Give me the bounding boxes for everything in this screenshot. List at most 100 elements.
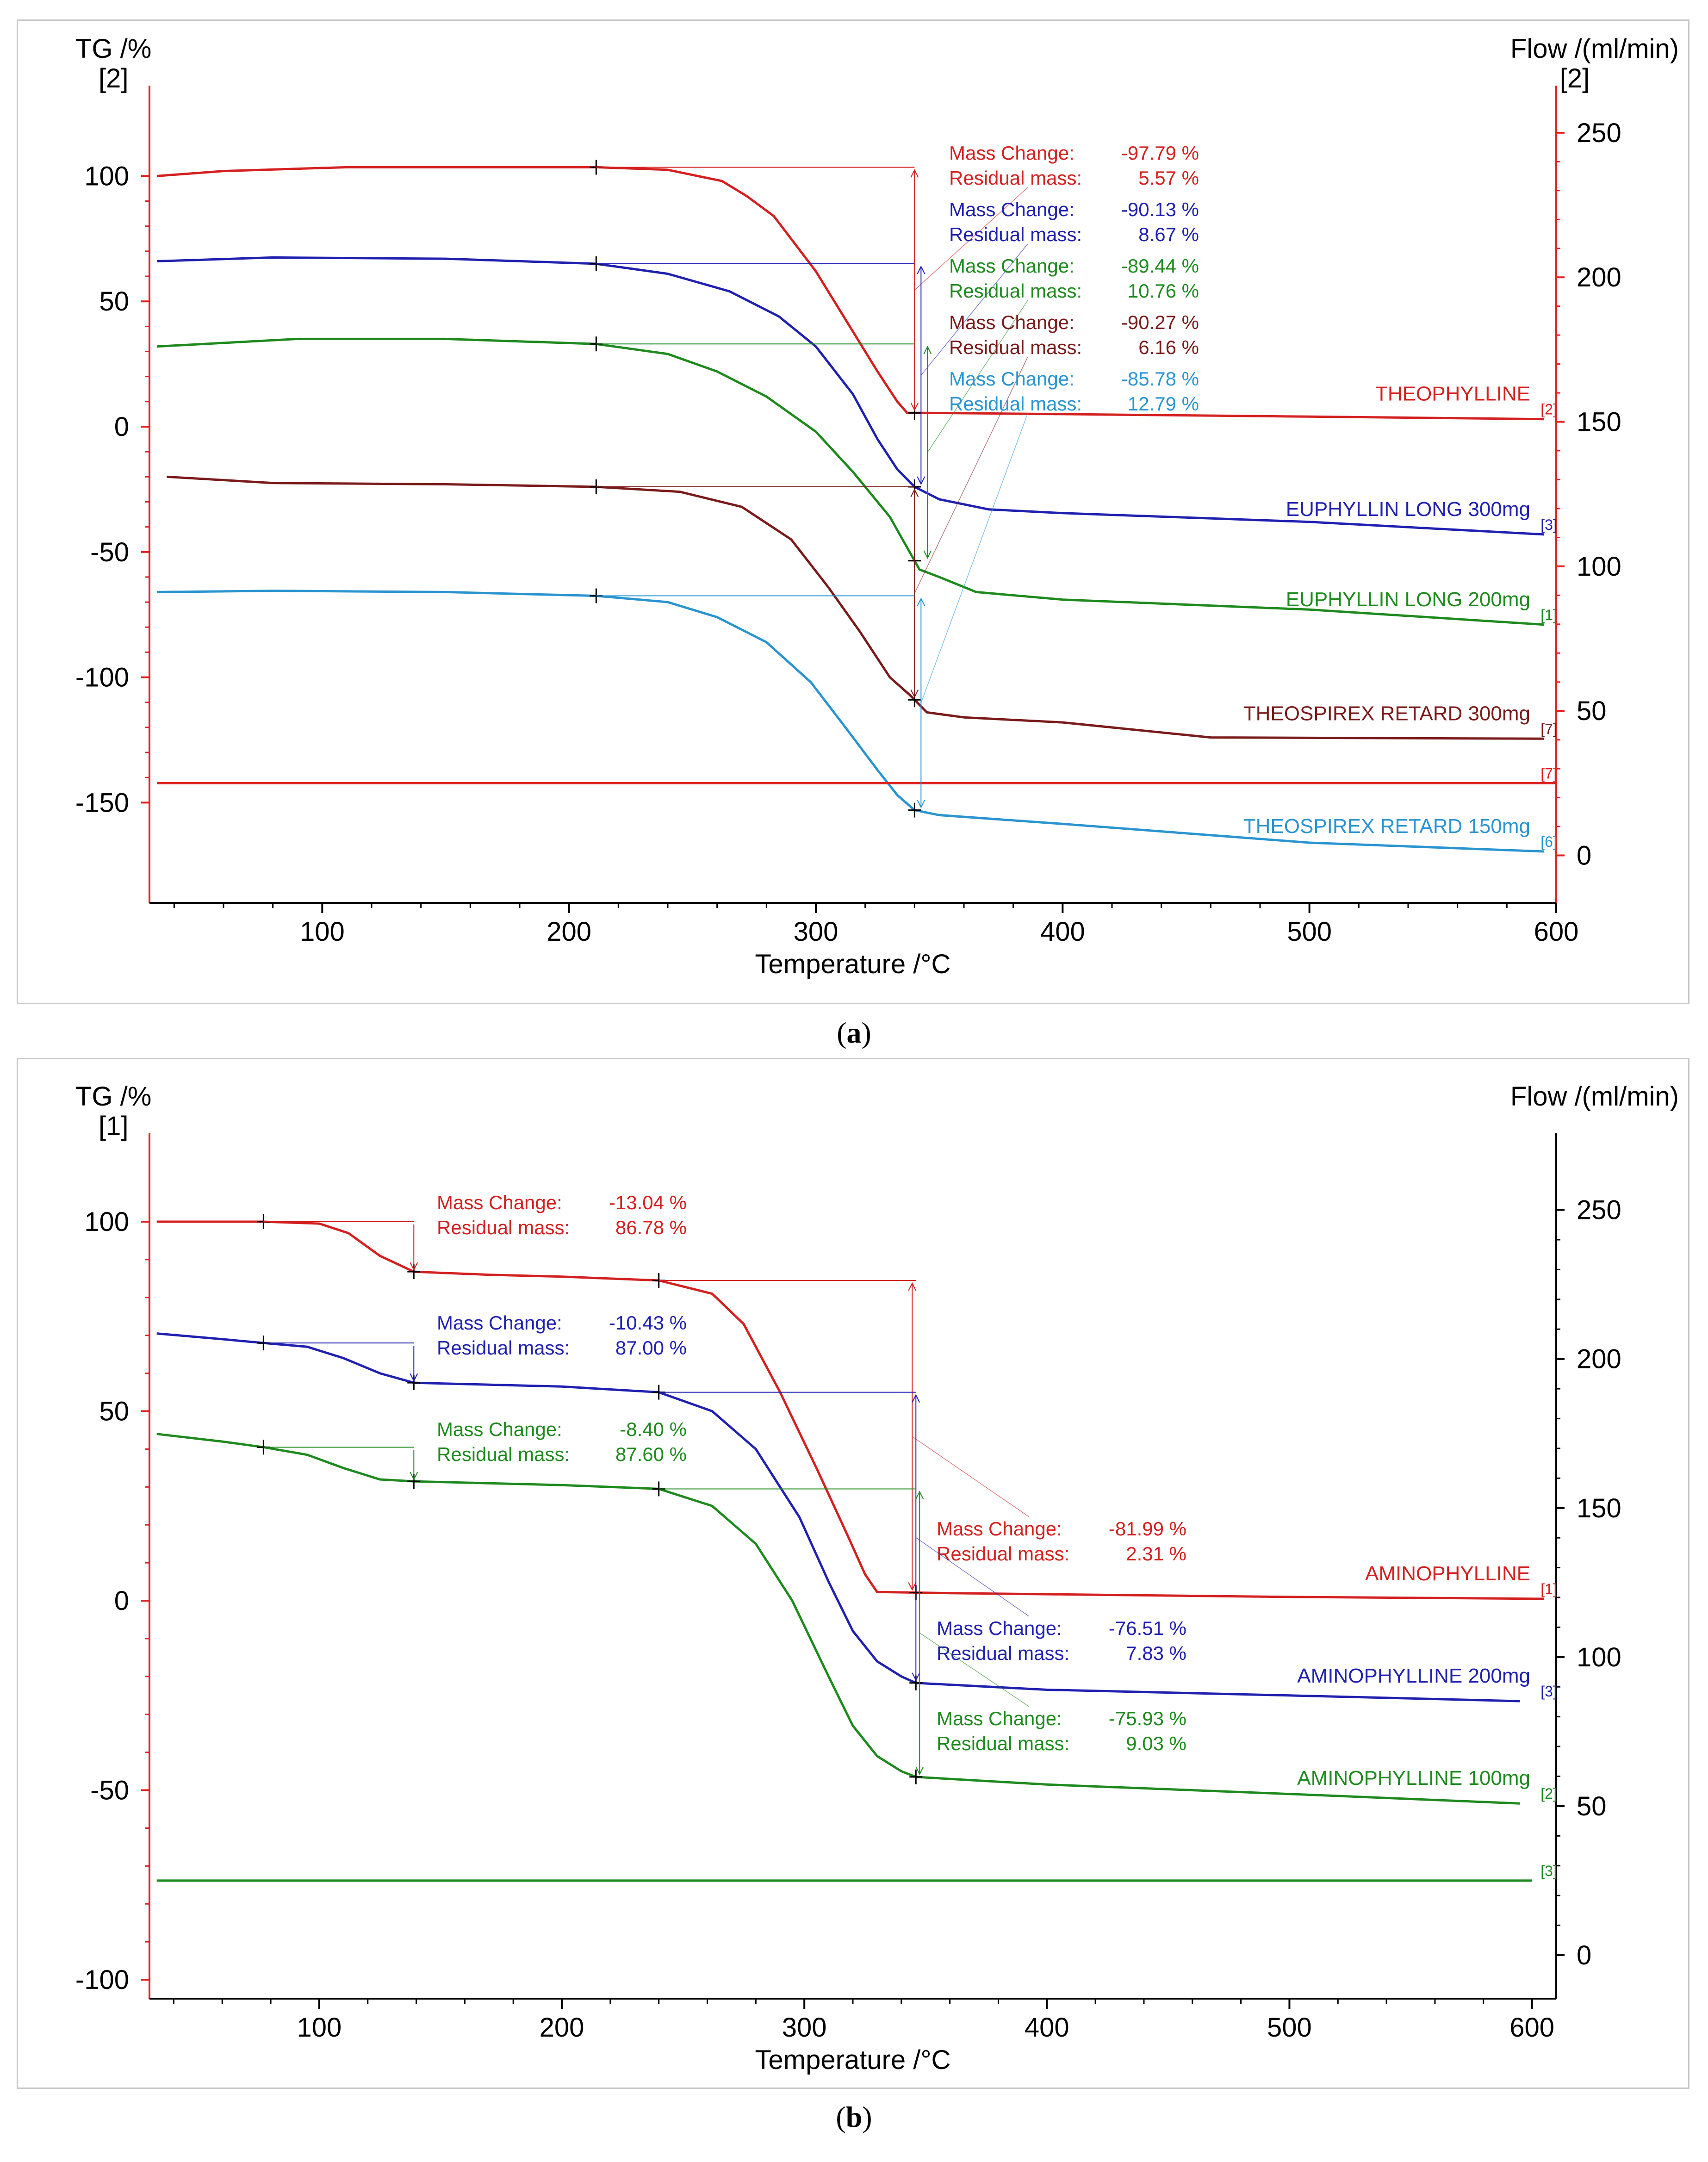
residual-mass-value: 9.03 % [1126, 1733, 1186, 1754]
x-tick-label: 200 [540, 2013, 584, 2043]
y-right-label: Flow /(ml/min) [1510, 34, 1679, 64]
y-right-tick-label: 200 [1577, 262, 1621, 292]
mass-change-value: -85.78 % [1121, 368, 1199, 390]
annotation-leader [927, 300, 1028, 453]
mass-change-label: Mass Change: [949, 255, 1074, 277]
y-left-sublabel: [2] [99, 63, 129, 93]
series-tag-aminophylline: [1] [1540, 1581, 1557, 1597]
y-right-sublabel: [2] [1560, 63, 1590, 93]
mass-change-value: -81.99 % [1109, 1518, 1186, 1540]
annotation-leader [920, 243, 1028, 376]
mass-change-value: -89.44 % [1121, 255, 1199, 277]
chart-panel-b: TG /% [1] Flow /(ml/min) Temperature /°C 100… [17, 1058, 1689, 2089]
residual-mass-label: Residual mass: [437, 1217, 570, 1238]
series-line-euphyllin-long-200mg [156, 337, 1544, 626]
arrow-head [910, 169, 919, 178]
y-left-label: TG /% [75, 34, 151, 64]
series-label-theophylline: THEOPHYLLINE [1375, 383, 1530, 405]
y-left-tick-label: 0 [114, 1586, 129, 1616]
x-tick-label: 100 [300, 917, 345, 947]
arrow-head [910, 402, 919, 411]
x-axis-label: Temperature /°C [755, 2045, 951, 2075]
caption-b: (b) [836, 2100, 872, 2133]
series-label-theospirex-retard-150mg: THEOSPIREX RETARD 150mg [1243, 815, 1530, 838]
series-tag-theospirex-retard-150mg: [6] [1540, 833, 1557, 850]
arrow-head [908, 1582, 917, 1591]
series-line-aminophylline-200mg [156, 1332, 1520, 1702]
residual-mass-label: Residual mass: [949, 224, 1082, 245]
y-left-tick-label: 50 [99, 1397, 129, 1427]
arrow-head [912, 1394, 920, 1403]
series-tag-euphyllin-long-200mg: [1] [1540, 607, 1557, 623]
y-right-tick-label: 100 [1577, 1642, 1621, 1672]
series-line-aminophylline-100mg [156, 1433, 1520, 1805]
y-left-label: TG /% [75, 1081, 151, 1112]
y-left-tick-label: -150 [75, 788, 129, 818]
mass-change-value: -90.27 % [1121, 311, 1199, 333]
arrow-head [908, 1282, 917, 1291]
arrow-head [410, 1472, 418, 1481]
arrow-head [923, 346, 932, 354]
x-tick-label: 100 [297, 2013, 342, 2043]
series-tag-theospirex-retard-300mg: [7] [1540, 721, 1557, 737]
y-right-tick-label: 0 [1577, 841, 1591, 871]
y-right-tick-label: 0 [1577, 1940, 1591, 1970]
mass-change-value: -10.43 % [609, 1312, 687, 1334]
residual-mass-label: Residual mass: [937, 1733, 1069, 1754]
y-left-tick-label: -100 [75, 663, 129, 693]
series-label-theospirex-retard-300mg: THEOSPIREX RETARD 300mg [1243, 702, 1530, 725]
mass-change-label: Mass Change: [949, 142, 1074, 164]
y-left-tick-label: -50 [90, 537, 129, 567]
mass-change-label: Mass Change: [937, 1708, 1062, 1729]
y-left-tick-label: 50 [99, 286, 129, 317]
mass-change-label: Mass Change: [437, 1312, 562, 1334]
series-tag-theophylline: [2] [1540, 401, 1557, 418]
x-tick-label: 300 [782, 2013, 827, 2043]
residual-mass-label: Residual mass: [937, 1543, 1069, 1565]
annotation-leader [914, 187, 1028, 291]
series-tag-euphyllin-long-300mg: [3] [1540, 516, 1557, 533]
mass-change-value: -75.93 % [1109, 1708, 1186, 1729]
annotation-leader [912, 1436, 1030, 1517]
arrow-head [917, 597, 925, 607]
y-left-tick-label: 100 [84, 161, 129, 191]
x-tick-label: 500 [1287, 917, 1332, 947]
y-right-tick-label: 150 [1577, 1493, 1621, 1523]
y-right-tick-label: 150 [1577, 407, 1621, 437]
mass-change-label: Mass Change: [937, 1518, 1062, 1540]
y-right-label: Flow /(ml/min) [1510, 1081, 1679, 1112]
mass-change-label: Mass Change: [437, 1192, 562, 1213]
series-label-aminophylline: AMINOPHYLLINE [1365, 1562, 1530, 1585]
x-tick-label: 400 [1040, 917, 1085, 947]
y-left-tick-label: 100 [84, 1207, 129, 1237]
arrow-head [410, 1373, 418, 1382]
x-axis-label: Temperature /°C [755, 949, 951, 979]
annotation-leader [919, 1633, 1030, 1707]
mass-change-value: -76.51 % [1109, 1617, 1186, 1639]
mass-change-value: -97.79 % [1121, 142, 1199, 164]
y-left-tick-label: -50 [90, 1776, 129, 1806]
x-tick-label: 300 [794, 917, 838, 947]
arrow-head [910, 689, 919, 698]
arrow-head [410, 1262, 418, 1271]
arrow-head [917, 265, 925, 274]
x-tick-label: 200 [547, 917, 591, 947]
series-line-theospirex-retard-300mg [167, 475, 1544, 740]
annotation-leader [914, 356, 1028, 594]
tg-chart-a: TG /%[2]Flow /(ml/min)[2]Temperature /°C… [75, 34, 1679, 979]
arrow-head [912, 1672, 920, 1682]
arrow-head [915, 1766, 924, 1776]
caption-a: (a) [837, 1016, 871, 1049]
mass-change-value: -90.13 % [1121, 199, 1199, 220]
residual-mass-value: 8.67 % [1138, 224, 1199, 245]
mass-change-value: -13.04 % [609, 1192, 687, 1213]
mass-change-value: -8.40 % [620, 1418, 687, 1440]
residual-mass-value: 87.00 % [615, 1337, 687, 1359]
residual-mass-value: 10.76 % [1128, 280, 1199, 302]
y-right-tick-label: 250 [1577, 118, 1621, 148]
residual-mass-label: Residual mass: [949, 393, 1082, 415]
residual-mass-value: 87.60 % [615, 1443, 687, 1465]
mass-change-label: Mass Change: [437, 1418, 562, 1440]
mass-change-label: Mass Change: [937, 1617, 1062, 1639]
series-label-aminophylline-100mg: AMINOPHYLLINE 100mg [1297, 1767, 1530, 1789]
